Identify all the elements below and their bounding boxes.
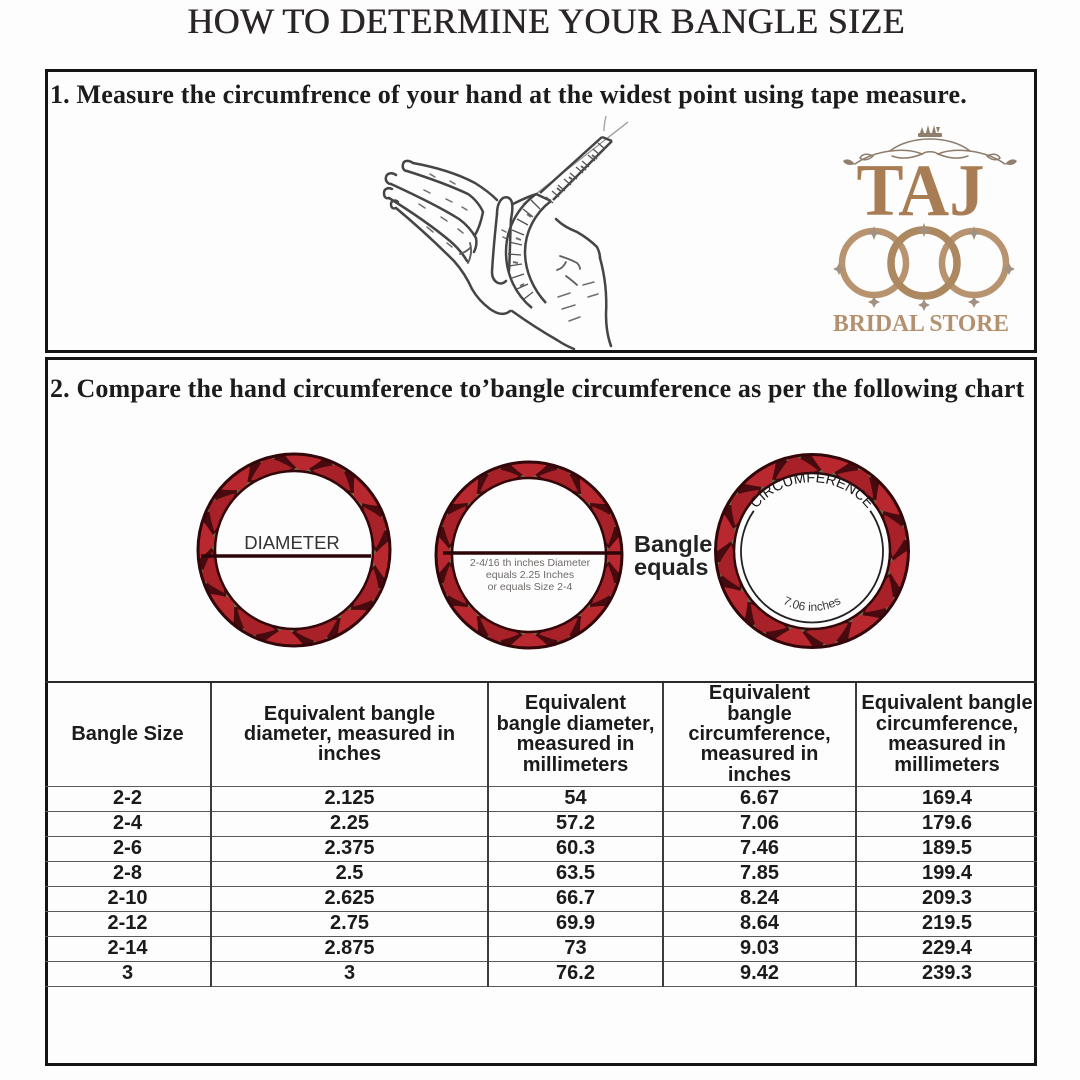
svg-text:DIAMETER: DIAMETER	[244, 532, 340, 553]
svg-text:TAJ: TAJ	[857, 150, 985, 232]
svg-text:BRIDAL STORE: BRIDAL STORE	[833, 311, 1009, 337]
svg-text:2-4/16 th inches Diameter: 2-4/16 th inches Diameter	[470, 557, 591, 569]
svg-text:7.06 inches: 7.06 inches	[781, 593, 843, 614]
svg-text:or equals Size 2-4: or equals Size 2-4	[488, 581, 573, 593]
svg-text:equals 2.25 Inches: equals 2.25 Inches	[486, 569, 574, 581]
